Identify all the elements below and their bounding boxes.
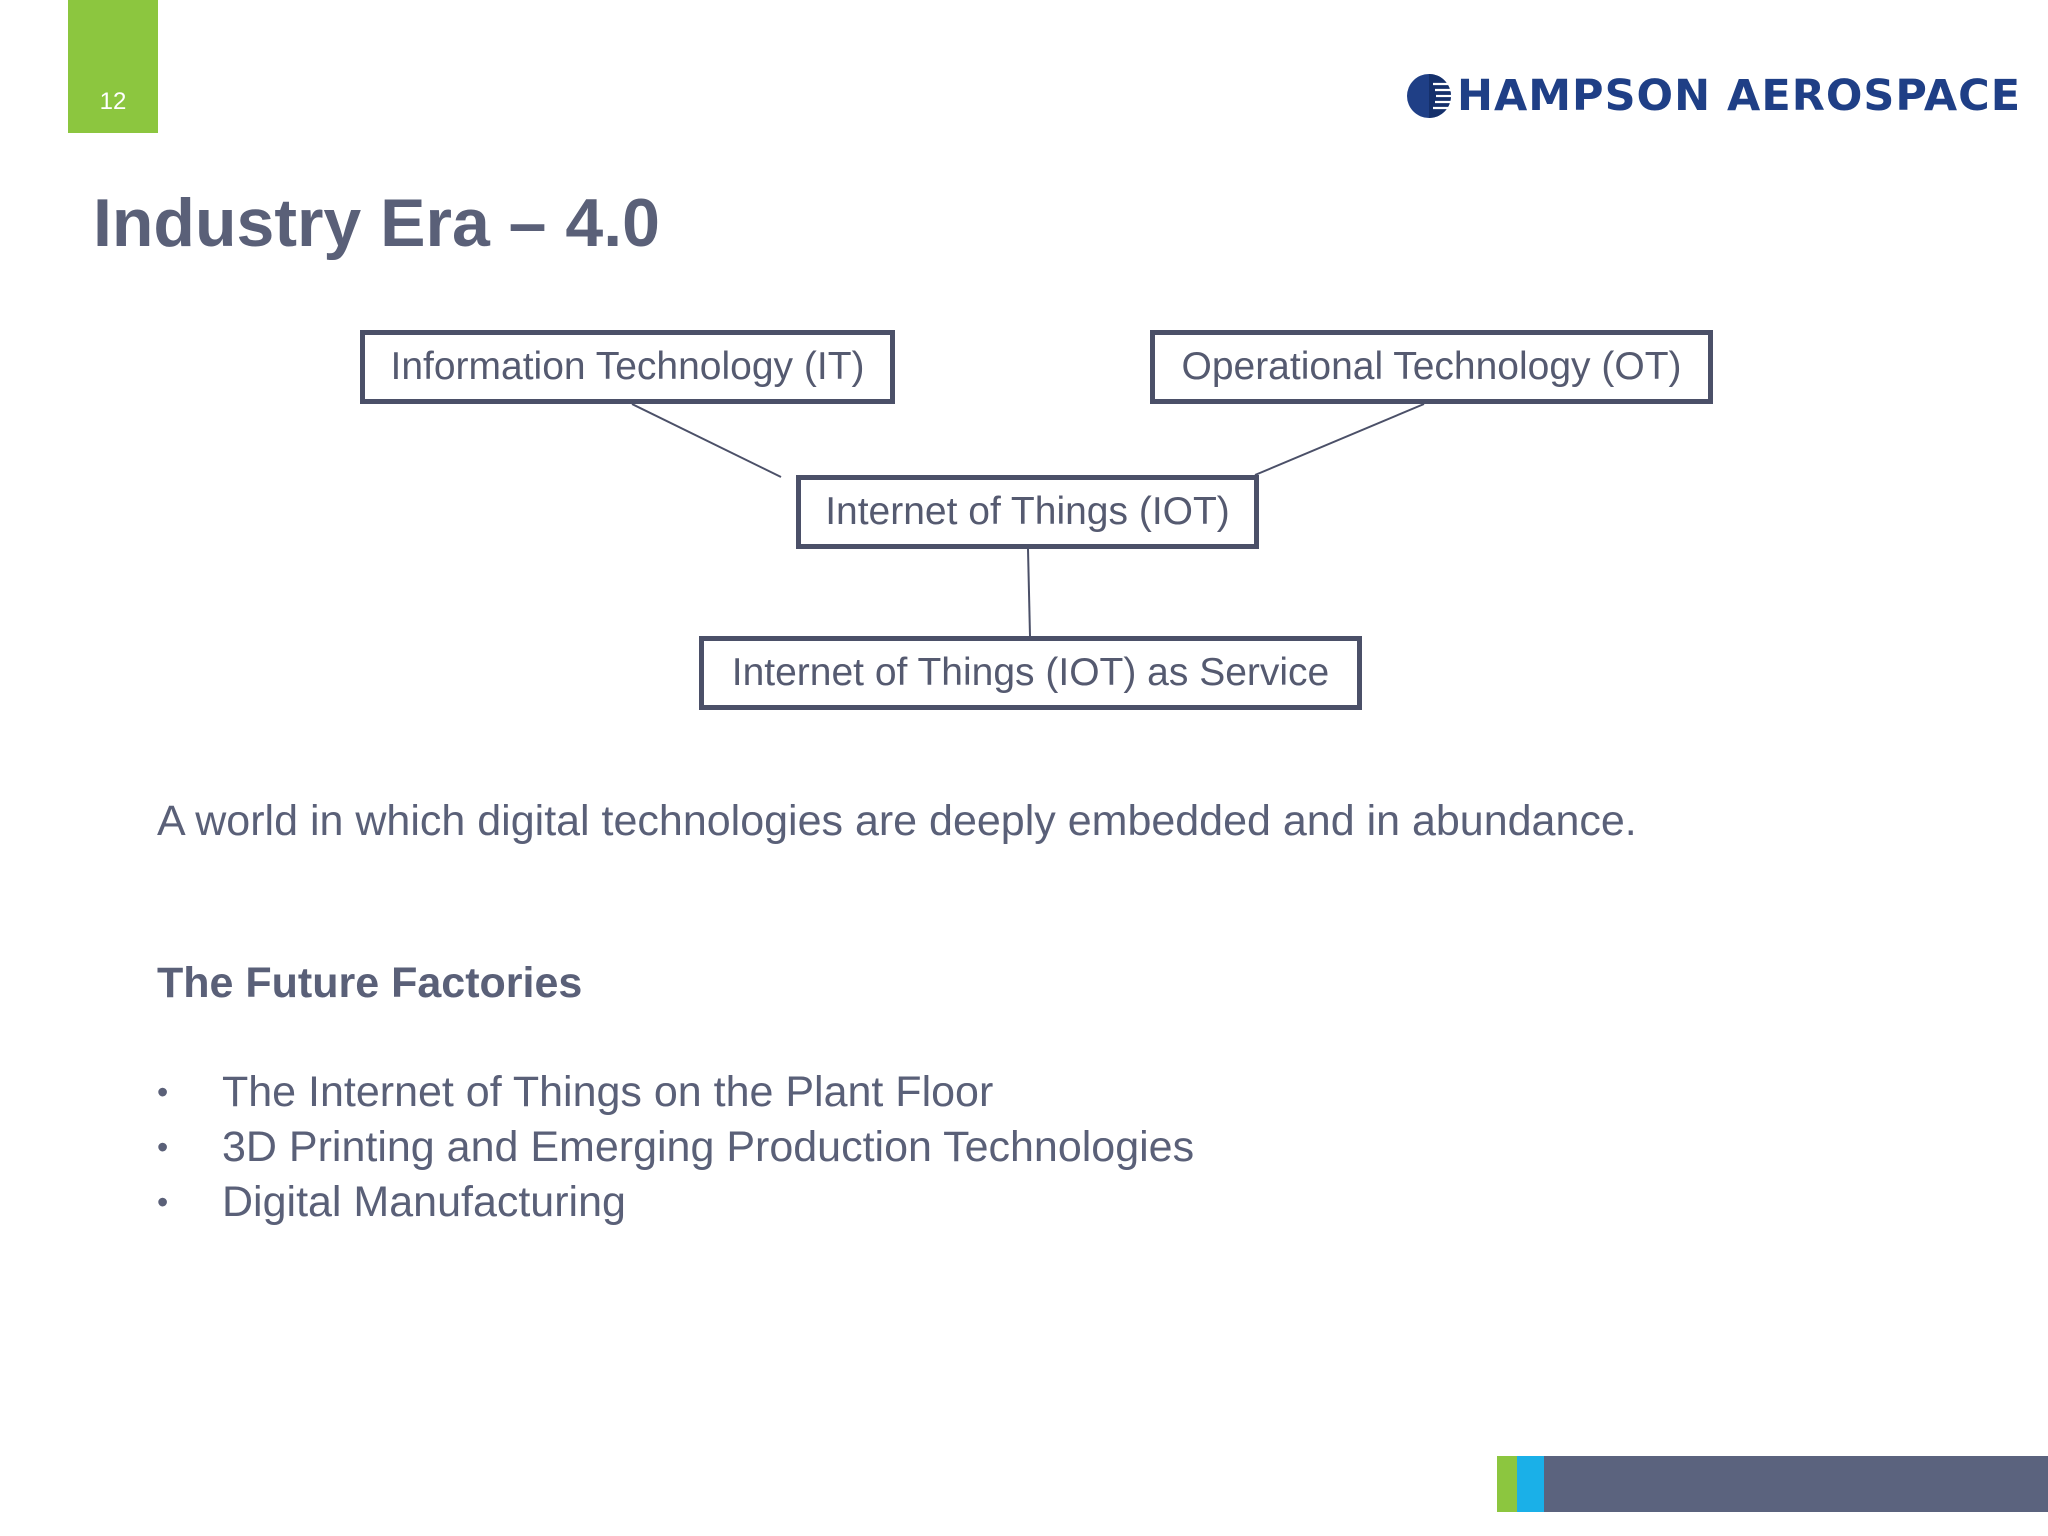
footer-accent-blue [1517, 1456, 1544, 1512]
page-number-badge: 12 [68, 0, 158, 133]
list-item: • 3D Printing and Emerging Production Te… [157, 1120, 1194, 1175]
tagline: A world in which digital technologies ar… [157, 797, 1637, 845]
list-item-text: 3D Printing and Emerging Production Tech… [222, 1123, 1195, 1171]
logo-wordmark: HAMPSON AEROSPACE [1457, 71, 2022, 121]
bullet-marker: • [157, 1129, 169, 1165]
footer-bar [1544, 1456, 2048, 1512]
globe-icon [1407, 74, 1452, 118]
bullet-marker: • [157, 1184, 169, 1220]
bullet-marker: • [157, 1074, 169, 1110]
slide-title: Industry Era – 4.0 [93, 185, 660, 261]
page-number: 12 [99, 88, 127, 115]
node-iot-as-service: Internet of Things (IOT) as Service [699, 636, 1362, 710]
company-logo: HAMPSON AEROSPACE [1405, 68, 2021, 124]
connector-ot-iot [1254, 403, 1425, 476]
connector-iot-service [1027, 548, 1031, 637]
list-item-text: Digital Manufacturing [222, 1178, 626, 1226]
node-information-technology: Information Technology (IT) [360, 330, 895, 404]
list-item: • The Internet of Things on the Plant Fl… [157, 1065, 1194, 1120]
node-operational-technology: Operational Technology (OT) [1150, 330, 1713, 404]
node-internet-of-things: Internet of Things (IOT) [796, 475, 1259, 549]
section-heading: The Future Factories [157, 959, 583, 1007]
connector-it-iot [631, 403, 782, 478]
list-item-text: The Internet of Things on the Plant Floo… [222, 1068, 994, 1116]
footer-accent-green [1497, 1456, 1517, 1512]
list-item: • Digital Manufacturing [157, 1175, 1194, 1230]
bullet-list: • The Internet of Things on the Plant Fl… [157, 1065, 1194, 1230]
